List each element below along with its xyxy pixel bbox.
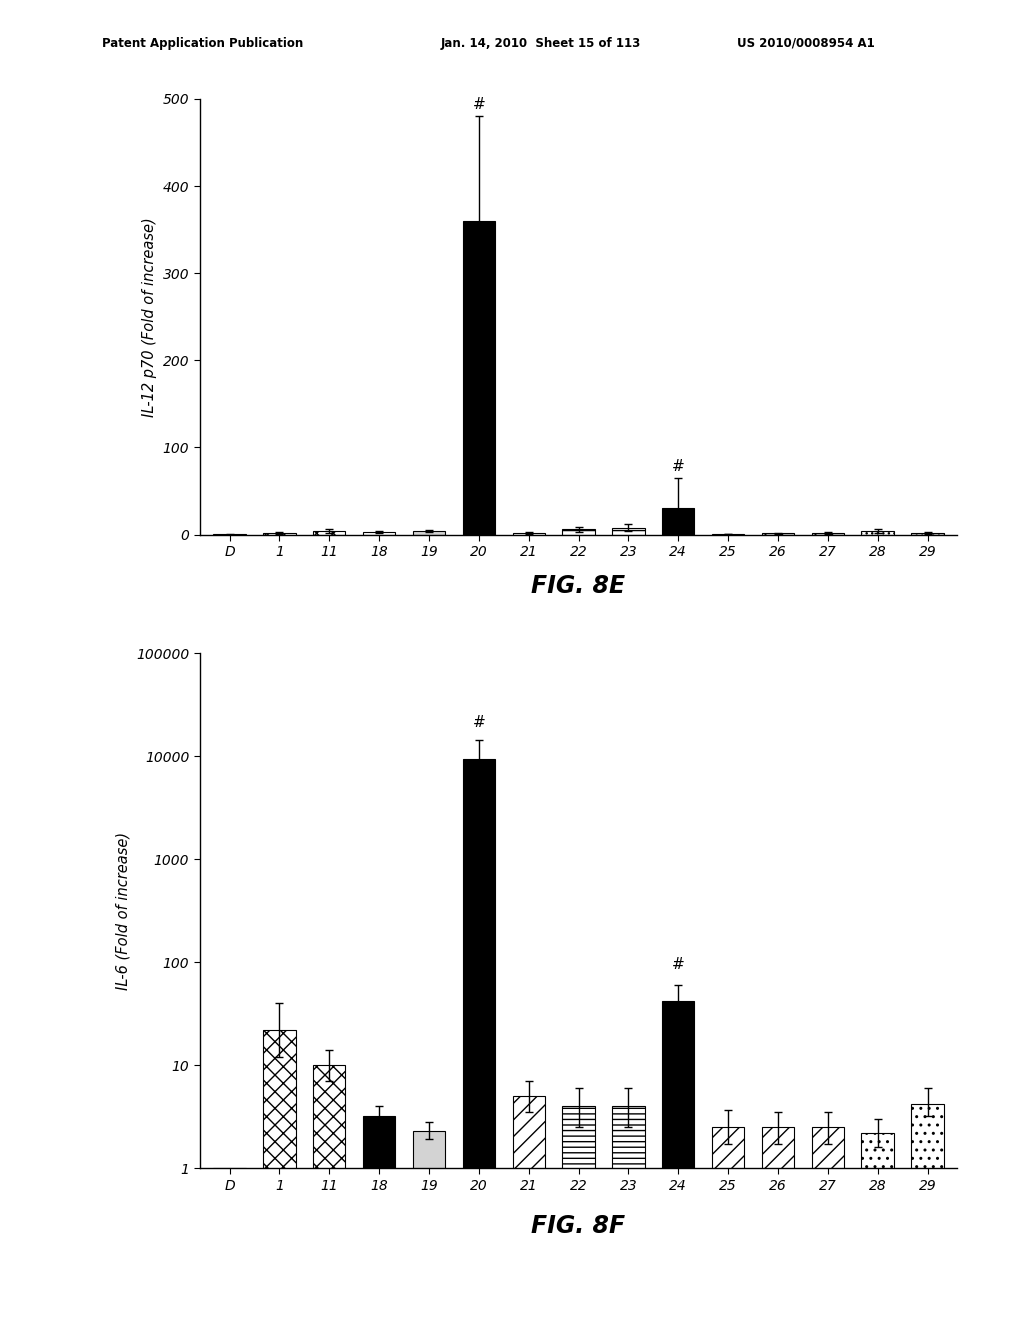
Bar [663, 508, 694, 535]
Bar [861, 1133, 894, 1320]
Bar [812, 1127, 844, 1320]
Bar [712, 1127, 744, 1320]
Y-axis label: IL-12 p70 (Fold of increase): IL-12 p70 (Fold of increase) [142, 216, 157, 417]
Text: US 2010/0008954 A1: US 2010/0008954 A1 [737, 37, 876, 50]
Bar [263, 1030, 296, 1320]
Bar [512, 1096, 545, 1320]
Text: Jan. 14, 2010  Sheet 15 of 113: Jan. 14, 2010 Sheet 15 of 113 [440, 37, 641, 50]
Bar [612, 1106, 645, 1320]
Text: #: # [472, 98, 485, 112]
Bar [313, 1065, 345, 1320]
Bar [861, 531, 894, 535]
Text: #: # [672, 458, 685, 474]
Bar [362, 1117, 395, 1320]
Bar [512, 533, 545, 535]
Text: #: # [672, 957, 685, 973]
Bar [911, 533, 944, 535]
Bar [612, 528, 645, 535]
Bar [463, 220, 495, 535]
Bar [762, 1127, 795, 1320]
Bar [812, 533, 844, 535]
Bar [413, 531, 445, 535]
Bar [213, 1168, 246, 1320]
Bar [313, 531, 345, 535]
Y-axis label: IL-6 (Fold of increase): IL-6 (Fold of increase) [116, 832, 130, 990]
Bar [463, 759, 495, 1320]
Bar [562, 1106, 595, 1320]
Bar [263, 533, 296, 535]
Text: #: # [472, 715, 485, 730]
Bar [362, 532, 395, 535]
Bar [663, 1001, 694, 1320]
Bar [562, 529, 595, 535]
Bar [911, 1104, 944, 1320]
Text: FIG. 8E: FIG. 8E [531, 574, 626, 598]
Text: FIG. 8F: FIG. 8F [531, 1214, 626, 1238]
Text: Patent Application Publication: Patent Application Publication [102, 37, 304, 50]
Bar [413, 1131, 445, 1320]
